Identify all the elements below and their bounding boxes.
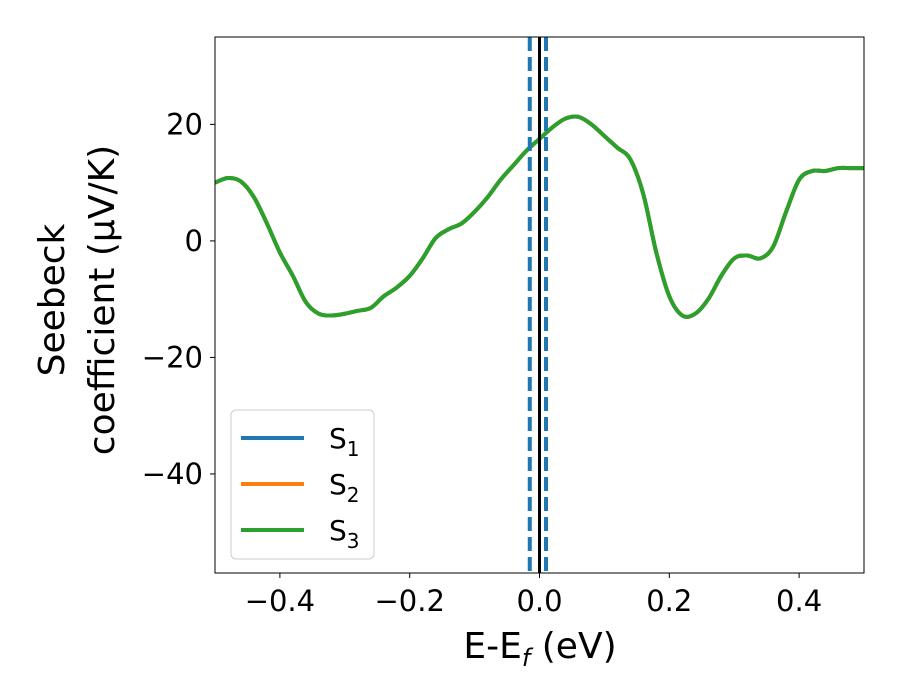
x-tick-label: 0.2 <box>646 584 692 618</box>
reference-lines <box>527 37 548 573</box>
x-tick-label: −0.2 <box>374 584 444 618</box>
x-axis-label: E-Ef (eV) <box>463 626 616 672</box>
x-axis-label-main: E-E <box>463 626 521 667</box>
y-tick-label: 0 <box>185 224 203 258</box>
y-tick-label: −20 <box>142 340 203 374</box>
y-axis-label-line1: Seebeck <box>32 223 73 376</box>
y-axis-label-line2: coefficient (μV/K) <box>82 145 123 455</box>
y-axis-ticks: 20 0 −20 −40 <box>142 107 215 491</box>
x-axis-label-unit: (eV) <box>530 626 616 667</box>
legend: S1 S2 S3 <box>230 409 375 560</box>
y-tick-label: −40 <box>142 457 203 491</box>
y-tick-label: 20 <box>166 107 203 141</box>
x-tick-label: 0.4 <box>776 584 822 618</box>
legend-label-s3: S3 <box>329 514 360 553</box>
x-tick-label: −0.4 <box>245 584 315 618</box>
y-axis-label: Seebeck coefficient (μV/K) <box>32 145 123 455</box>
legend-label-s1: S1 <box>329 422 360 461</box>
x-axis-ticks: −0.4 −0.2 0.0 0.2 0.4 <box>245 573 822 618</box>
legend-label-s2: S2 <box>329 468 360 507</box>
x-tick-label: 0.0 <box>516 584 562 618</box>
